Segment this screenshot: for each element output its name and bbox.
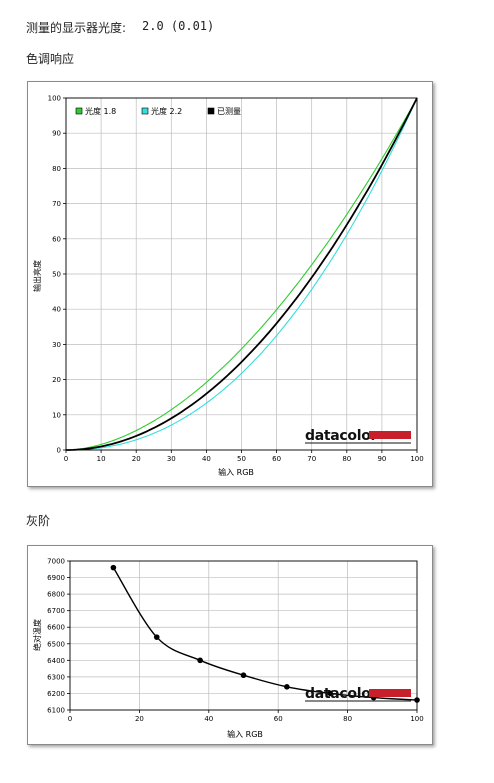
series-line-3 (66, 97, 418, 451)
tick-label-x: 10 (97, 455, 106, 463)
tick-label-y: 100 (48, 95, 61, 103)
data-point (110, 564, 117, 571)
tick-label-y: 50 (52, 271, 61, 279)
data-point (153, 634, 160, 640)
tone-response-title: 色调响应 (26, 52, 75, 66)
gray-scale-chart: 0 20 40 60 80 100 6100 6200 6300 6400 6500 6600 6700… (32, 558, 424, 740)
plot-frame (65, 97, 418, 451)
tone-response-panel: 0 10 20 30 40 50 60 70 80 90 100 0 10 20 30 40 50 60 70 80 9… (27, 81, 433, 487)
series-line (112, 567, 418, 701)
logo-text: datacolor (305, 428, 378, 444)
tone-response-chart: 0 10 20 30 40 50 60 70 80 90 100 0 10 20 30 40 50 60 70 80 9… (32, 95, 424, 478)
gamma-value: 2.0 (0.01) (142, 19, 215, 33)
series-line-1 (65, 97, 418, 451)
plot-frame (69, 560, 418, 711)
tick-label-y: 6300 (47, 673, 65, 681)
tick-label-x: 80 (342, 455, 351, 463)
tick-label-y: 80 (52, 165, 61, 173)
legend-label-2: 光度 2.2 (151, 106, 182, 116)
x-axis-label: 输入 RGB (227, 729, 263, 739)
tick-label-x: 60 (272, 455, 281, 463)
logo-bar (369, 689, 411, 697)
legend-label-3: 已测量 (217, 107, 241, 116)
gray-scale-panel: 0 20 40 60 80 100 6100 6200 6300 6400 6500 6600 6700… (27, 545, 433, 745)
tick-label-x: 40 (204, 715, 213, 723)
x-axis-label: 输入 RGB (218, 467, 254, 477)
tick-label-y: 6100 (47, 707, 65, 715)
tick-label-y: 70 (52, 200, 61, 208)
legend-swatch-1 (75, 107, 83, 115)
data-point (197, 657, 203, 664)
grid (65, 97, 418, 451)
datacolor-logo: datacolor (305, 686, 411, 702)
legend-swatch-2 (141, 107, 149, 115)
legend-swatch-3 (207, 107, 215, 115)
logo-text: datacolor (305, 686, 378, 702)
tick-label-y: 6200 (47, 690, 65, 698)
tick-label-x: 60 (274, 715, 283, 723)
tick-label-x: 70 (307, 455, 316, 463)
tick-label-x: 0 (64, 455, 68, 463)
tick-label-y: 6500 (47, 640, 65, 648)
legend-label-1: 光度 1.8 (85, 106, 116, 116)
tick-label-y: 0 (57, 447, 61, 455)
tick-label-y: 6700 (47, 607, 65, 615)
y-axis-label: 输出亮度 (32, 260, 42, 292)
legend: 光度 1.8 光度 2.2 已测量 (75, 106, 241, 116)
tick-label-y: 40 (52, 306, 61, 314)
gamma-label: 测量的显示器光度: (26, 21, 127, 35)
tick-label-y: 6900 (47, 574, 65, 582)
tick-label-x: 100 (410, 455, 423, 463)
tick-label-y: 10 (52, 411, 61, 419)
series-group (65, 97, 418, 451)
tick-label-x: 40 (202, 455, 211, 463)
tick-label-x: 20 (135, 715, 144, 723)
tick-label-x: 100 (410, 715, 423, 723)
tick-label-y: 20 (52, 376, 61, 384)
tick-label-y: 6400 (47, 657, 65, 665)
tick-label-y: 90 (52, 130, 61, 138)
tick-label-x: 80 (343, 715, 352, 723)
axes: 0 20 40 60 80 100 6100 6200 6300 6400 6500 6600 6700… (47, 558, 424, 724)
data-point (327, 690, 334, 697)
tick-label-x: 30 (167, 455, 176, 463)
y-axis-label: 绝对温度 (32, 619, 42, 651)
tick-label-x: 0 (68, 715, 72, 723)
data-point (240, 672, 247, 679)
series-group (110, 564, 420, 703)
series-line-2 (66, 97, 418, 451)
data-point (284, 684, 290, 690)
tick-label-x: 20 (132, 455, 141, 463)
tick-label-y: 7000 (47, 558, 65, 566)
tick-label-x: 50 (237, 455, 246, 463)
gray-scale-title: 灰阶 (26, 514, 51, 528)
datacolor-logo: datacolor (305, 428, 411, 444)
logo-bar (369, 431, 411, 439)
tick-label-x: 90 (377, 455, 386, 463)
tick-label-y: 60 (52, 235, 61, 243)
tick-label-y: 30 (52, 341, 61, 349)
tick-label-y: 6800 (47, 591, 65, 599)
tick-label-y: 6600 (47, 624, 65, 632)
axes: 0 10 20 30 40 50 60 70 80 90 100 0 10 20 30 40 50 60 70 80 9… (48, 95, 424, 464)
